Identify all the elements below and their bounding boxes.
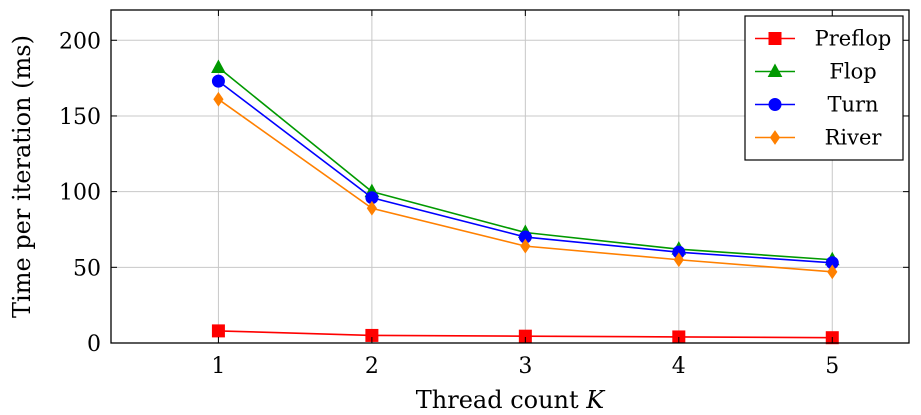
legend-label: Turn	[827, 93, 878, 117]
river-point	[520, 238, 531, 254]
legend-label: Flop	[829, 60, 876, 84]
axis-ticks	[111, 10, 909, 344]
legend-marker	[768, 32, 782, 45]
turn-point	[211, 74, 225, 88]
legend-marker	[767, 63, 783, 77]
x-axis-label: Thread count K	[416, 386, 607, 414]
x-tick-label: 5	[825, 354, 839, 379]
y-tick-label: 0	[87, 332, 101, 357]
y-tick-label: 50	[73, 256, 101, 281]
legend-item-river: River	[755, 126, 882, 150]
y-tick-label: 100	[59, 181, 101, 206]
x-axis-label-variable: K	[585, 386, 606, 414]
river-point	[827, 264, 838, 280]
legend-item-turn: Turn	[755, 93, 879, 117]
river-point	[213, 91, 224, 107]
legend: Preflop Flop Turn River	[744, 15, 904, 161]
legend-label: River	[825, 126, 883, 150]
series-river	[213, 91, 838, 280]
legend-label: Preflop	[815, 27, 892, 51]
y-tick-label: 150	[59, 105, 101, 130]
x-tick-label: 2	[365, 354, 379, 379]
legend-item-preflop: Preflop	[755, 27, 891, 51]
river-point	[366, 200, 377, 216]
plot-frame	[110, 9, 910, 344]
river-point	[673, 252, 684, 268]
x-tick-label: 4	[672, 354, 686, 379]
legend-item-flop: Flop	[755, 60, 877, 84]
x-tick-label: 1	[211, 354, 225, 379]
x-tick-label: 3	[518, 354, 532, 379]
legend-marker	[769, 130, 781, 145]
flop-point	[211, 59, 226, 74]
x-axis-label-text: Thread count	[416, 386, 587, 414]
y-tick-label: 200	[59, 29, 101, 54]
legend-marker	[768, 98, 782, 111]
preflop-point	[211, 324, 225, 338]
y-axis-label: Time per iteration (ms)	[8, 35, 36, 318]
